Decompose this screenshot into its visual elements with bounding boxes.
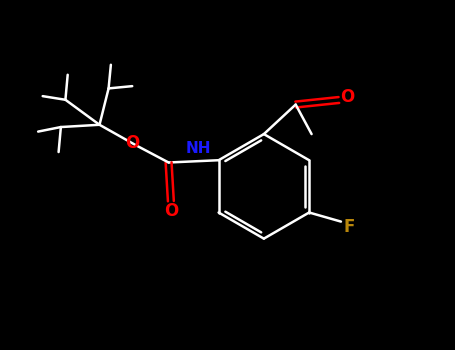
Text: NH: NH	[185, 141, 211, 156]
Text: O: O	[340, 88, 354, 106]
Text: F: F	[344, 218, 355, 236]
Text: O: O	[126, 133, 140, 152]
Text: O: O	[164, 202, 178, 220]
